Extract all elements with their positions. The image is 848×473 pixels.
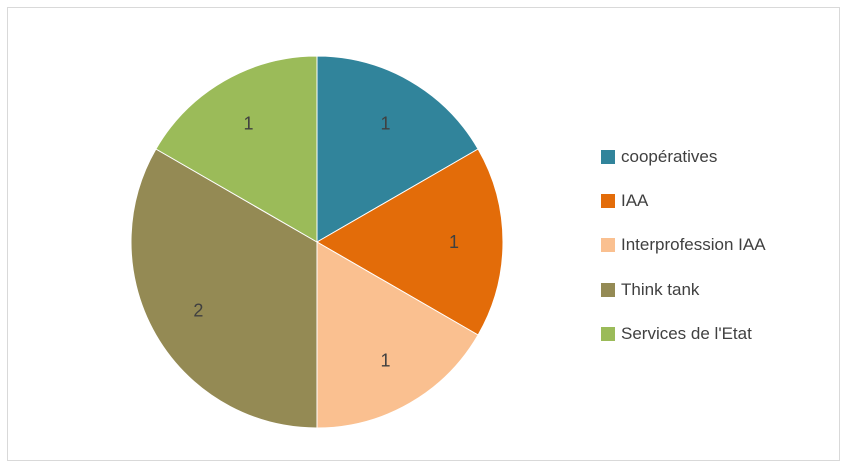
- pie-slice-3: [316, 241, 479, 429]
- legend-label: coopératives: [621, 147, 718, 166]
- pie-slice-2: [315, 148, 504, 336]
- legend-swatch: [601, 326, 615, 341]
- legend-item: IAA: [601, 190, 766, 212]
- legend-swatch: [601, 150, 615, 164]
- legend-swatch: [601, 238, 615, 253]
- pie-slice-1: [316, 55, 479, 243]
- pie-slice-5: [155, 55, 318, 243]
- legend-label: IAA: [621, 191, 649, 211]
- legend-swatch: [601, 194, 615, 209]
- data-label-4: 2: [193, 301, 203, 321]
- legend-label: Think tank: [621, 279, 700, 299]
- legend-item: Services de l'Etat: [601, 323, 766, 345]
- legend-label: Interprofession IAA: [621, 235, 766, 255]
- legend-swatch: [601, 282, 615, 297]
- data-label-5: 1: [243, 113, 253, 133]
- pie-slice-4: [130, 148, 318, 429]
- legend: coopératives IAA Interprofession IAA Think …: [601, 146, 766, 367]
- data-label-3: 1: [380, 351, 390, 371]
- legend-item: coopératives: [601, 146, 766, 168]
- legend-item: Think tank: [601, 279, 766, 301]
- legend-label: Services de l'Etat: [621, 323, 752, 343]
- legend-item: Interprofession IAA: [601, 234, 766, 256]
- data-label-2: 1: [449, 232, 459, 252]
- data-label-1: 1: [380, 113, 390, 133]
